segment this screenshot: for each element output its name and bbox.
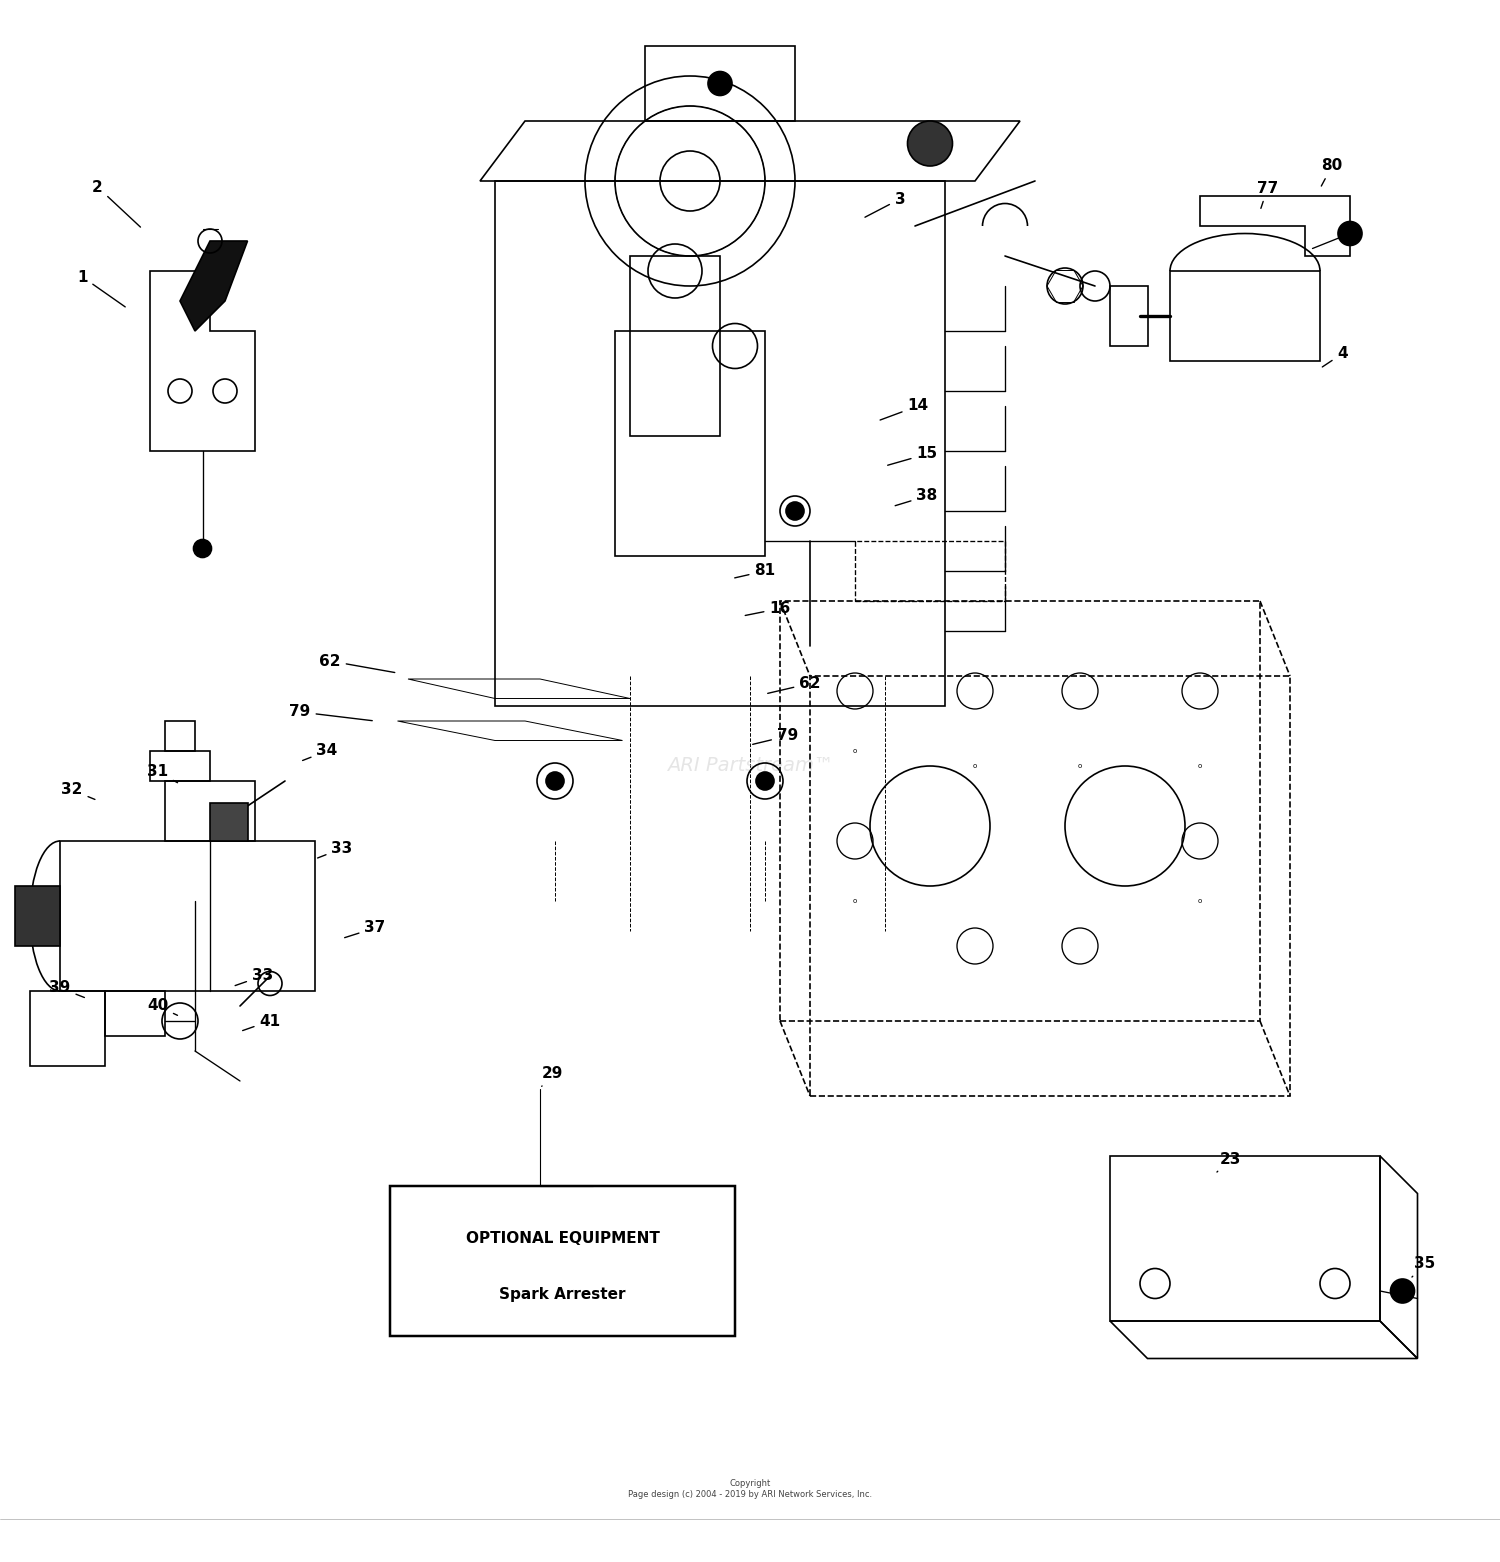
Text: 4: 4 bbox=[1323, 347, 1348, 367]
Text: 77: 77 bbox=[1257, 181, 1278, 208]
Text: OPTIONAL EQUIPMENT: OPTIONAL EQUIPMENT bbox=[465, 1231, 660, 1246]
Text: o: o bbox=[853, 898, 856, 904]
Circle shape bbox=[546, 772, 564, 790]
Bar bbox=[630, 256, 720, 436]
Text: 62: 62 bbox=[320, 653, 394, 673]
Text: 32: 32 bbox=[62, 783, 94, 800]
Bar bbox=[150, 751, 210, 781]
Circle shape bbox=[786, 501, 804, 520]
Bar bbox=[390, 1186, 735, 1336]
Text: o: o bbox=[853, 748, 856, 754]
Text: 29: 29 bbox=[542, 1065, 562, 1086]
Circle shape bbox=[1390, 1279, 1414, 1303]
Text: 79: 79 bbox=[290, 704, 372, 720]
Text: 35: 35 bbox=[1412, 1256, 1436, 1278]
Text: 15: 15 bbox=[888, 447, 938, 465]
Text: Spark Arrester: Spark Arrester bbox=[500, 1287, 626, 1301]
Bar bbox=[495, 181, 945, 706]
Text: 38: 38 bbox=[896, 489, 938, 506]
Text: 81: 81 bbox=[735, 564, 776, 578]
Bar bbox=[1110, 286, 1148, 347]
Circle shape bbox=[708, 72, 732, 95]
Bar bbox=[210, 803, 248, 840]
Text: 23: 23 bbox=[1216, 1151, 1240, 1172]
Text: 80: 80 bbox=[1322, 158, 1342, 186]
Circle shape bbox=[194, 539, 211, 558]
Text: 34: 34 bbox=[303, 744, 338, 761]
Text: 40: 40 bbox=[147, 998, 177, 1015]
Bar bbox=[30, 990, 105, 1065]
Text: 14: 14 bbox=[880, 398, 928, 420]
Text: 2: 2 bbox=[92, 180, 141, 226]
Text: 16: 16 bbox=[746, 601, 790, 615]
Bar bbox=[1110, 1156, 1380, 1321]
Bar bbox=[105, 990, 165, 1036]
Text: o: o bbox=[974, 762, 976, 769]
Text: o: o bbox=[1078, 762, 1082, 769]
Text: 37: 37 bbox=[345, 920, 386, 937]
Circle shape bbox=[1338, 222, 1362, 245]
Bar bbox=[60, 840, 315, 990]
Text: o: o bbox=[1198, 762, 1202, 769]
Polygon shape bbox=[180, 241, 248, 331]
Text: 1: 1 bbox=[78, 270, 124, 306]
Text: 31: 31 bbox=[147, 764, 177, 783]
Bar bbox=[165, 722, 195, 751]
Text: 3: 3 bbox=[865, 192, 906, 217]
Text: 79: 79 bbox=[753, 728, 798, 745]
Bar bbox=[15, 886, 60, 947]
Text: ARI Partstream™: ARI Partstream™ bbox=[666, 756, 834, 775]
Text: 33: 33 bbox=[236, 968, 273, 986]
Text: 33: 33 bbox=[318, 840, 352, 858]
Bar bbox=[1170, 270, 1320, 361]
Text: 41: 41 bbox=[243, 1014, 280, 1031]
Text: Copyright
Page design (c) 2004 - 2019 by ARI Network Services, Inc.: Copyright Page design (c) 2004 - 2019 by… bbox=[628, 1479, 872, 1498]
Text: 39: 39 bbox=[50, 981, 84, 998]
Bar bbox=[165, 781, 255, 840]
Circle shape bbox=[908, 120, 952, 166]
Text: 62: 62 bbox=[768, 676, 820, 694]
Text: o: o bbox=[1198, 898, 1202, 904]
Circle shape bbox=[756, 772, 774, 790]
